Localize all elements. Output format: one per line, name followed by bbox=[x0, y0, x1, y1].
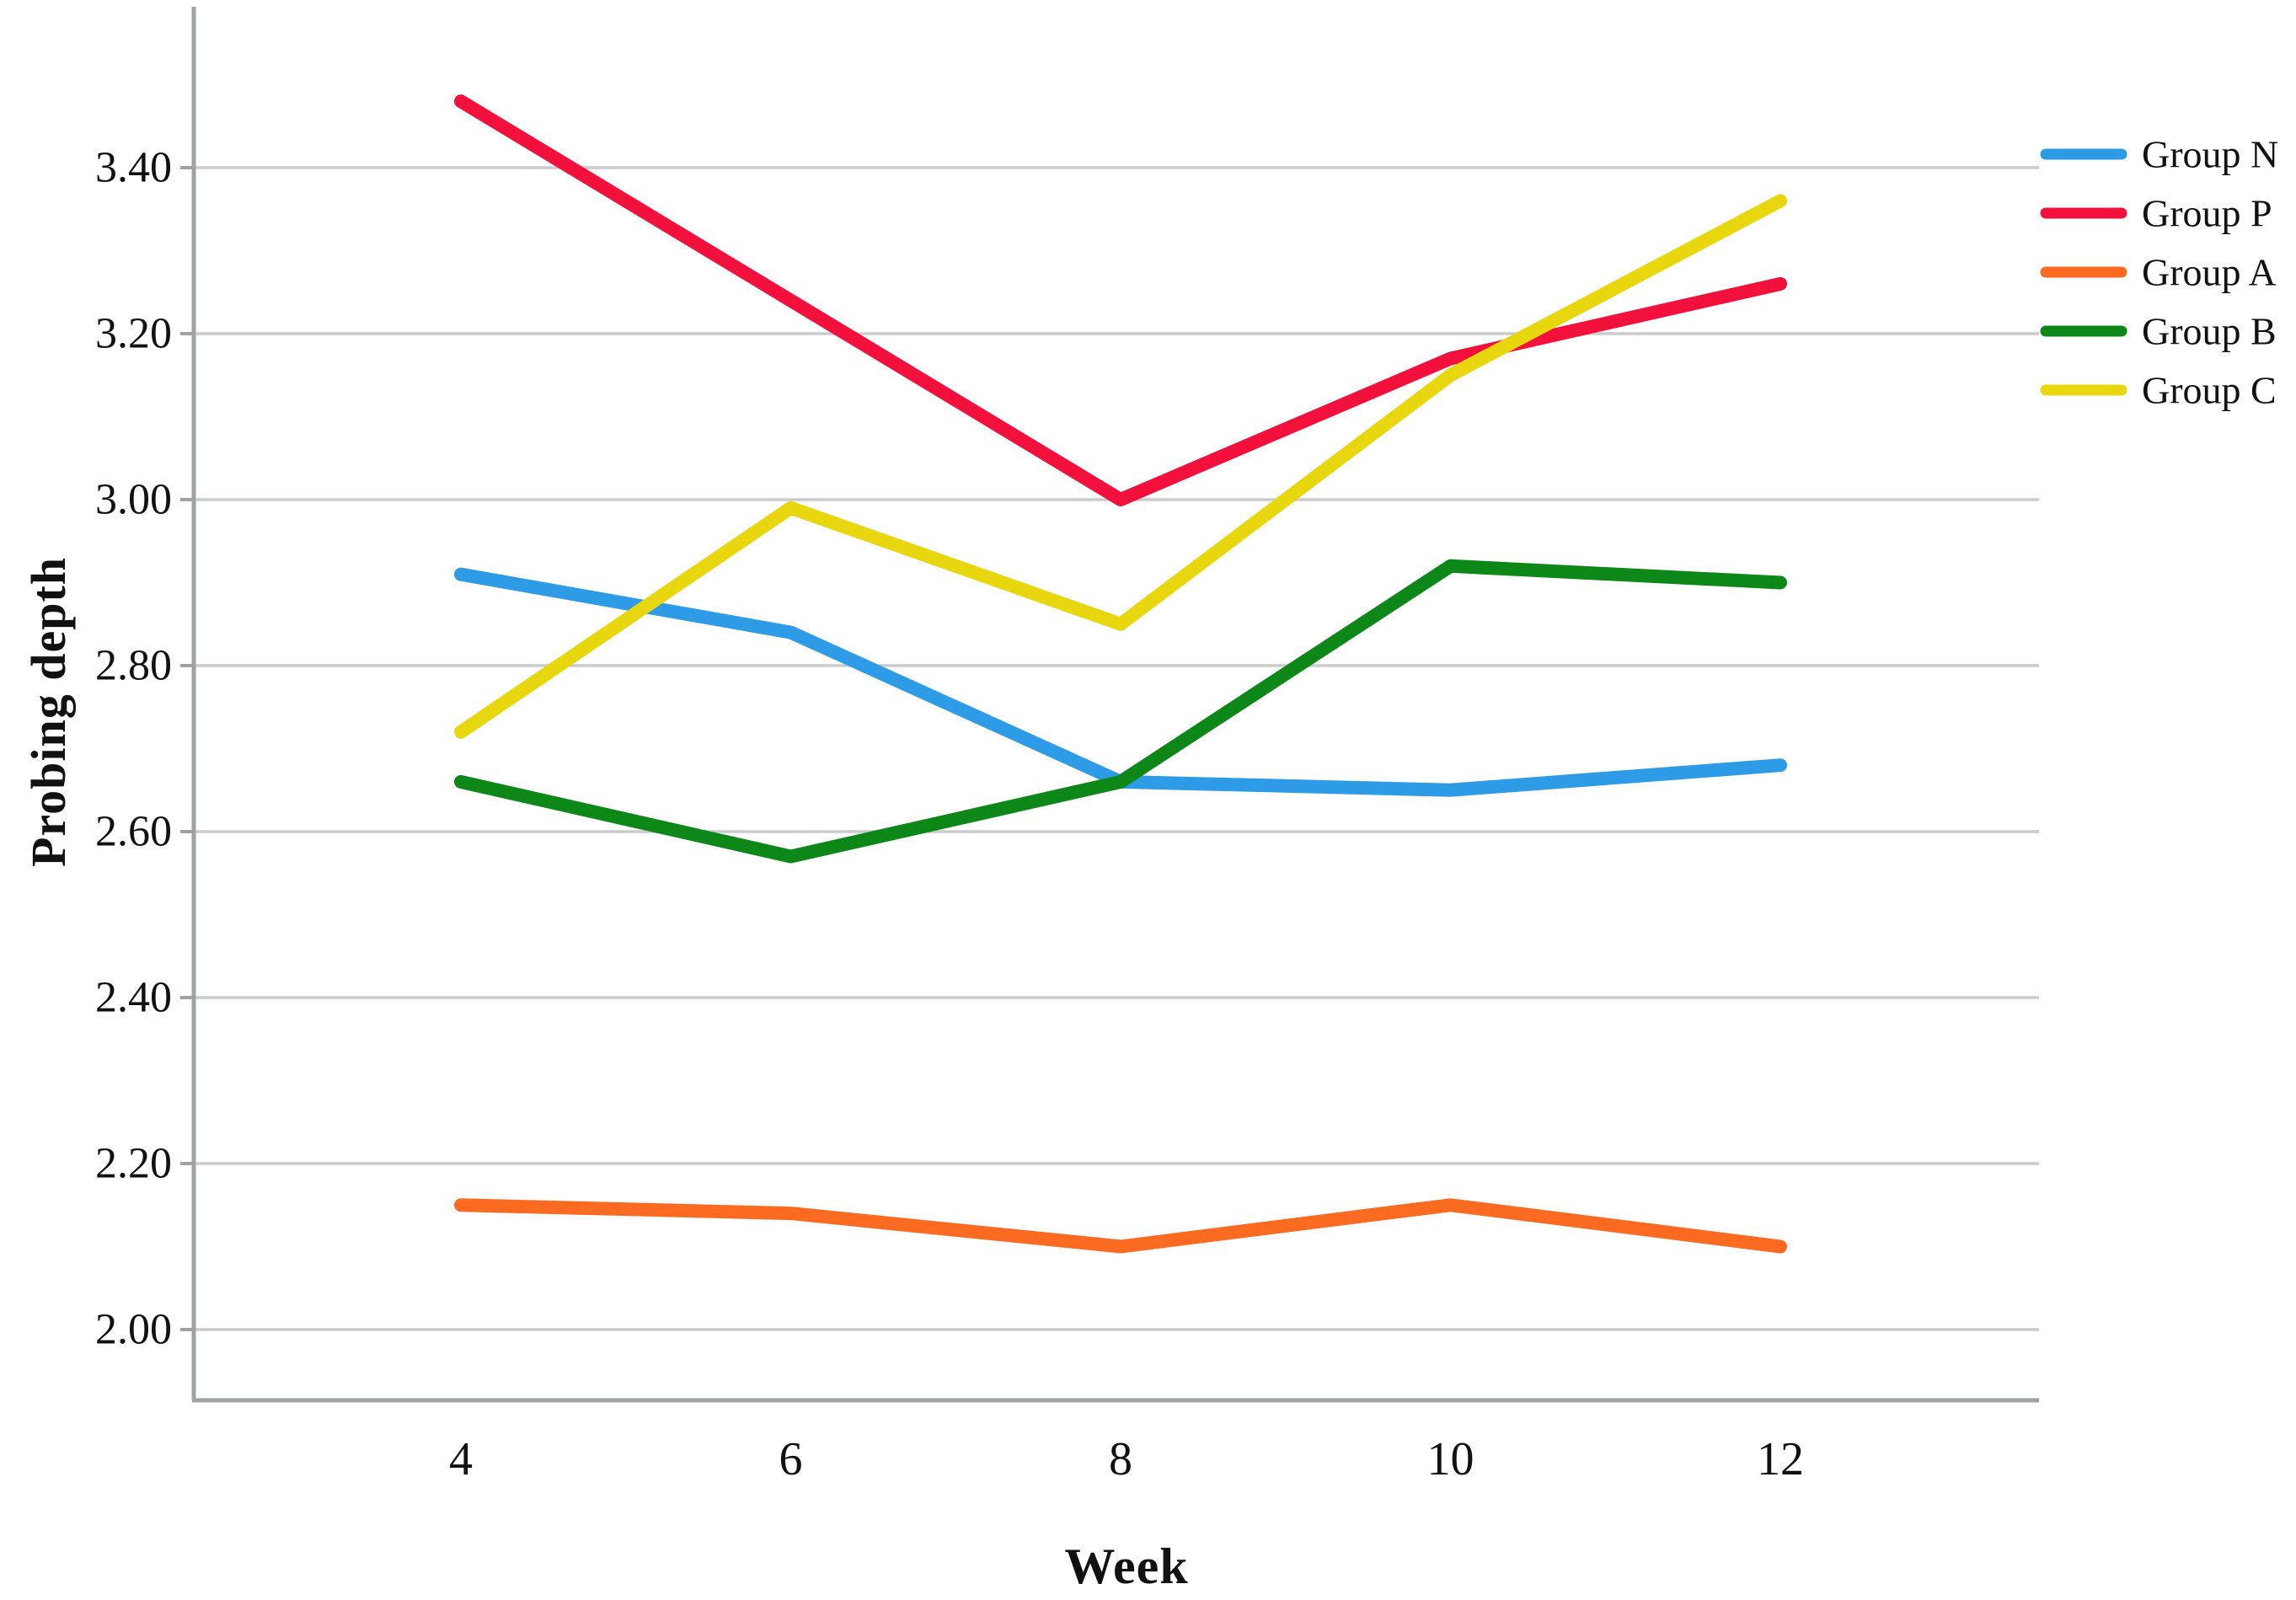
legend-item-group-n: Group N bbox=[2040, 133, 2278, 176]
y-tick-label: 2.60 bbox=[95, 808, 172, 856]
legend-item-group-a: Group A bbox=[2040, 251, 2277, 294]
y-tick-label: 3.20 bbox=[95, 310, 172, 358]
series-line-group-b bbox=[454, 559, 1787, 864]
x-tick-label-12: 12 bbox=[1757, 1433, 1804, 1485]
series-line-group-n bbox=[454, 567, 1787, 797]
legend-label: Group B bbox=[2142, 310, 2277, 353]
y-tick-label: 2.80 bbox=[95, 642, 172, 690]
legend-label: Group P bbox=[2142, 192, 2272, 235]
y-tick-label: 2.20 bbox=[95, 1140, 172, 1188]
series-line-group-p bbox=[454, 94, 1787, 506]
series-line-group-a bbox=[454, 1198, 1787, 1254]
y-tick-label: 2.40 bbox=[95, 974, 172, 1022]
legend-label: Group N bbox=[2142, 133, 2278, 176]
x-tick-label-8: 8 bbox=[1109, 1433, 1132, 1485]
series-line-group-c bbox=[454, 194, 1787, 739]
x-tick-label-10: 10 bbox=[1427, 1433, 1474, 1485]
y-tick-label: 3.40 bbox=[95, 144, 172, 192]
x-tick-label-6: 6 bbox=[779, 1433, 803, 1485]
x-tick-label-4: 4 bbox=[449, 1433, 473, 1485]
legend-item-group-b: Group B bbox=[2040, 310, 2277, 353]
legend-item-group-p: Group P bbox=[2040, 192, 2272, 235]
x-axis-title: Week bbox=[1064, 1538, 1189, 1594]
legend-item-group-c: Group C bbox=[2040, 369, 2277, 412]
y-axis-title: Probing depth bbox=[21, 556, 76, 868]
legend-label: Group A bbox=[2142, 251, 2277, 294]
legend-label: Group C bbox=[2142, 369, 2277, 412]
y-tick-label: 3.00 bbox=[95, 476, 172, 524]
y-tick-label: 2.00 bbox=[95, 1306, 172, 1354]
